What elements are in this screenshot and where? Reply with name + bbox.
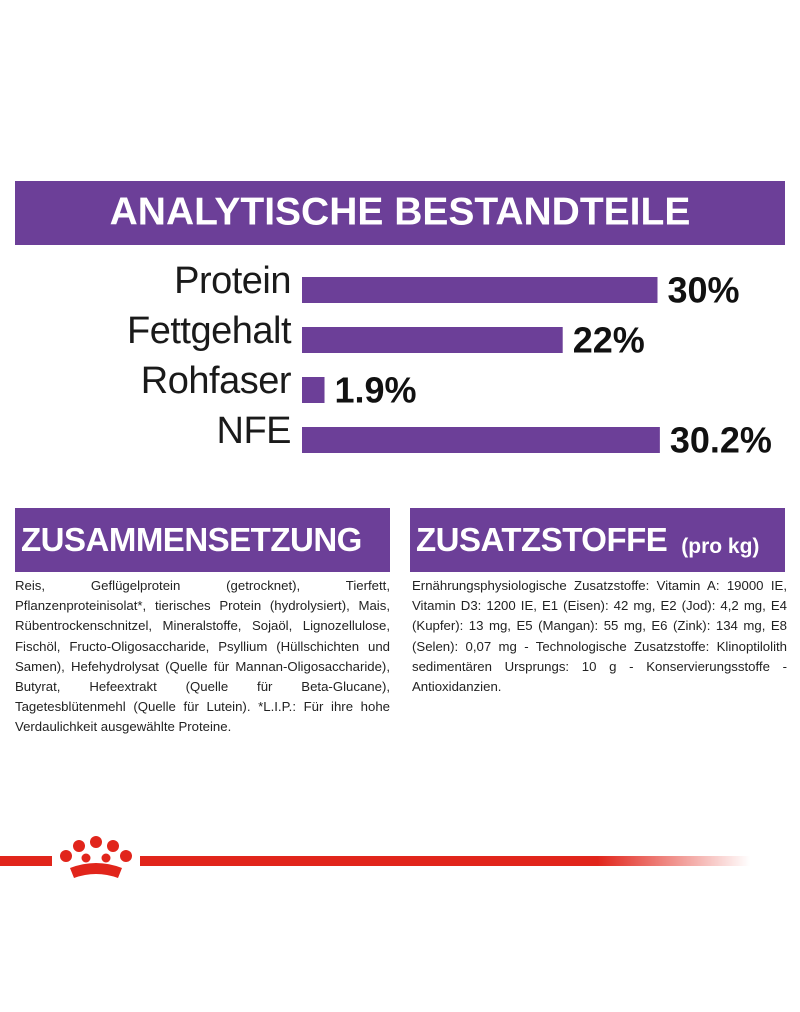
category-label: Fettgehalt (127, 310, 292, 352)
value-label: 30.2% (670, 420, 772, 461)
category-label: Rohfaser (141, 360, 292, 402)
value-label: 22% (573, 320, 645, 361)
bar (302, 427, 660, 453)
section-header: ZUSATZSTOFFE (pro kg) (410, 508, 785, 572)
section-header: ZUSAMMENSETZUNG (15, 508, 390, 572)
bar (302, 327, 563, 353)
value-label: 30% (668, 270, 740, 311)
category-label: Protein (174, 260, 291, 302)
chart-title: ANALYTISCHE BESTANDTEILE (110, 190, 691, 233)
brand-line (0, 856, 52, 866)
footer-brand (0, 836, 750, 878)
chart: ANALYTISCHE BESTANDTEILE Protein 30% Fettg… (15, 181, 785, 461)
section-text: Ernährungsphysiologische Zusatzstoffe: V… (412, 578, 787, 695)
section-subtitle: (pro kg) (681, 535, 760, 558)
section-title: ZUSATZSTOFFE (416, 521, 668, 558)
bar (302, 377, 325, 403)
section-title: ZUSAMMENSETZUNG (21, 521, 362, 558)
category-label: NFE (217, 410, 292, 452)
brand-line (140, 856, 750, 866)
crown-logo (60, 836, 132, 878)
section-text: Reis, Geflügelprotein (getrocknet), Tier… (15, 578, 390, 735)
value-label: 1.9% (335, 370, 417, 411)
title-banner (15, 181, 785, 245)
bar (302, 277, 658, 303)
